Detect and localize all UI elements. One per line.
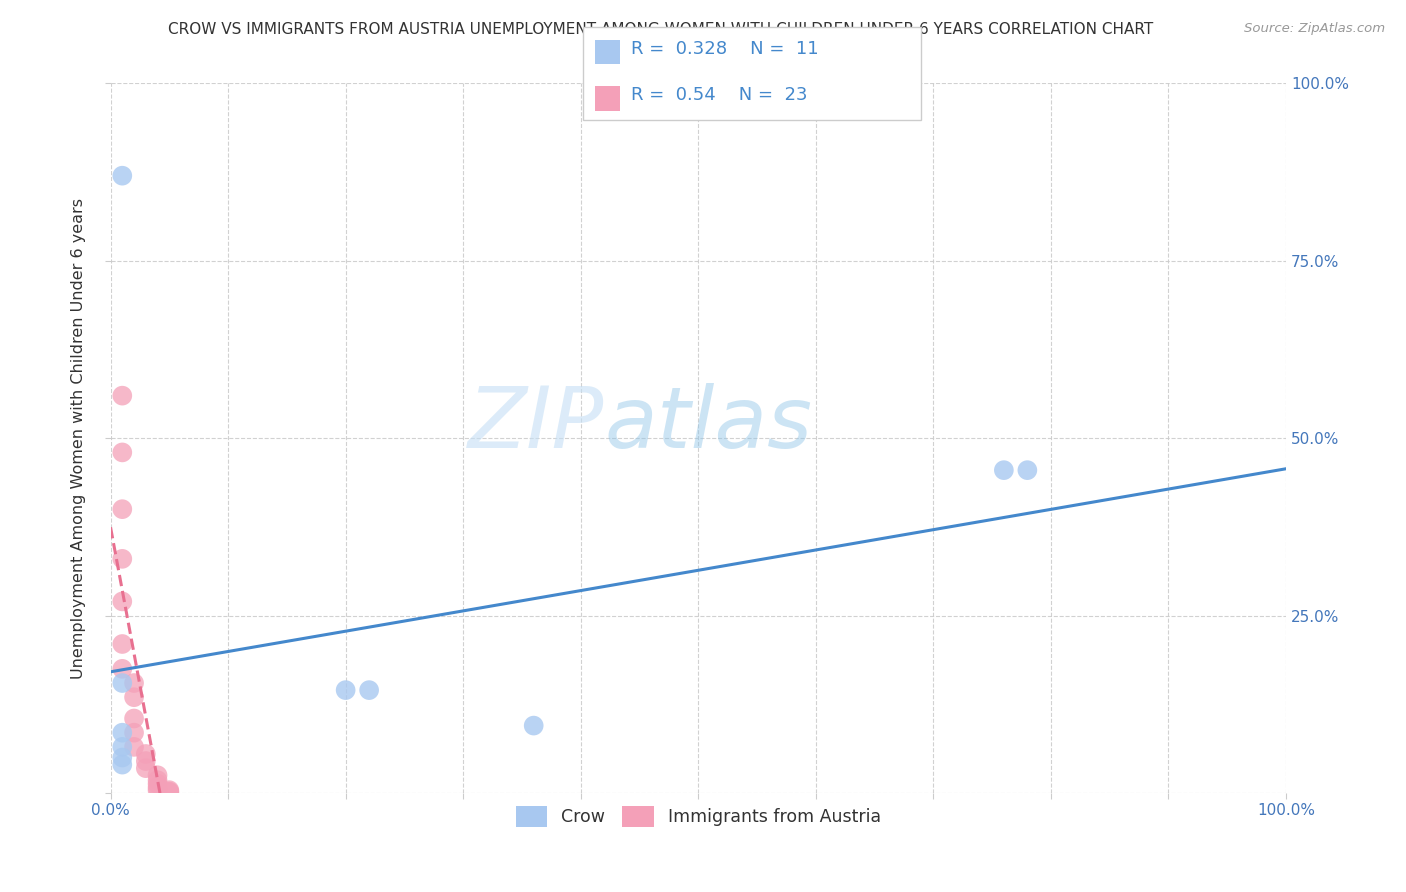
- Point: [111, 739, 134, 754]
- Point: [146, 780, 169, 795]
- Text: R =  0.328    N =  11: R = 0.328 N = 11: [631, 39, 818, 57]
- Point: [111, 676, 134, 690]
- Point: [122, 711, 145, 725]
- Point: [359, 683, 381, 698]
- Point: [122, 690, 145, 705]
- Point: [122, 725, 145, 739]
- Point: [146, 783, 169, 797]
- Point: [111, 445, 134, 459]
- Point: [111, 662, 134, 676]
- Point: [1017, 463, 1039, 477]
- Point: [335, 683, 357, 698]
- Text: R =  0.54    N =  23: R = 0.54 N = 23: [631, 87, 808, 104]
- Point: [111, 757, 134, 772]
- Point: [135, 754, 157, 768]
- Point: [111, 169, 134, 183]
- Legend: Crow, Immigrants from Austria: Crow, Immigrants from Austria: [509, 799, 887, 834]
- Point: [157, 783, 180, 797]
- Point: [146, 773, 169, 788]
- Point: [523, 718, 546, 732]
- Point: [111, 637, 134, 651]
- Point: [111, 750, 134, 764]
- Text: ZIP: ZIP: [468, 383, 605, 466]
- Point: [146, 777, 169, 791]
- Text: atlas: atlas: [605, 383, 813, 466]
- Point: [122, 676, 145, 690]
- Point: [135, 761, 157, 775]
- Point: [146, 768, 169, 782]
- Point: [111, 594, 134, 608]
- Point: [135, 747, 157, 761]
- Point: [157, 785, 180, 799]
- Point: [111, 725, 134, 739]
- Point: [993, 463, 1015, 477]
- Text: CROW VS IMMIGRANTS FROM AUSTRIA UNEMPLOYMENT AMONG WOMEN WITH CHILDREN UNDER 6 Y: CROW VS IMMIGRANTS FROM AUSTRIA UNEMPLOY…: [169, 22, 1153, 37]
- Y-axis label: Unemployment Among Women with Children Under 6 years: Unemployment Among Women with Children U…: [72, 198, 86, 679]
- Point: [157, 784, 180, 798]
- Point: [122, 739, 145, 754]
- Point: [111, 389, 134, 403]
- Text: Source: ZipAtlas.com: Source: ZipAtlas.com: [1244, 22, 1385, 36]
- Point: [111, 502, 134, 516]
- Point: [111, 552, 134, 566]
